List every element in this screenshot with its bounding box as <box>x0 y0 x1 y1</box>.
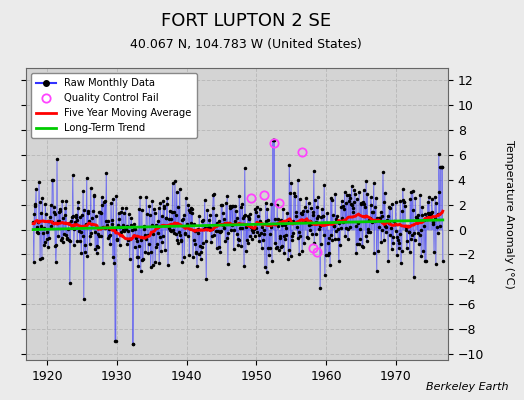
Text: FORT LUPTON 2 SE: FORT LUPTON 2 SE <box>161 12 331 30</box>
Y-axis label: Temperature Anomaly (°C): Temperature Anomaly (°C) <box>504 140 514 288</box>
Text: 40.067 N, 104.783 W (United States): 40.067 N, 104.783 W (United States) <box>130 38 362 51</box>
Text: Berkeley Earth: Berkeley Earth <box>426 382 508 392</box>
Legend: Raw Monthly Data, Quality Control Fail, Five Year Moving Average, Long-Term Tren: Raw Monthly Data, Quality Control Fail, … <box>31 73 196 138</box>
